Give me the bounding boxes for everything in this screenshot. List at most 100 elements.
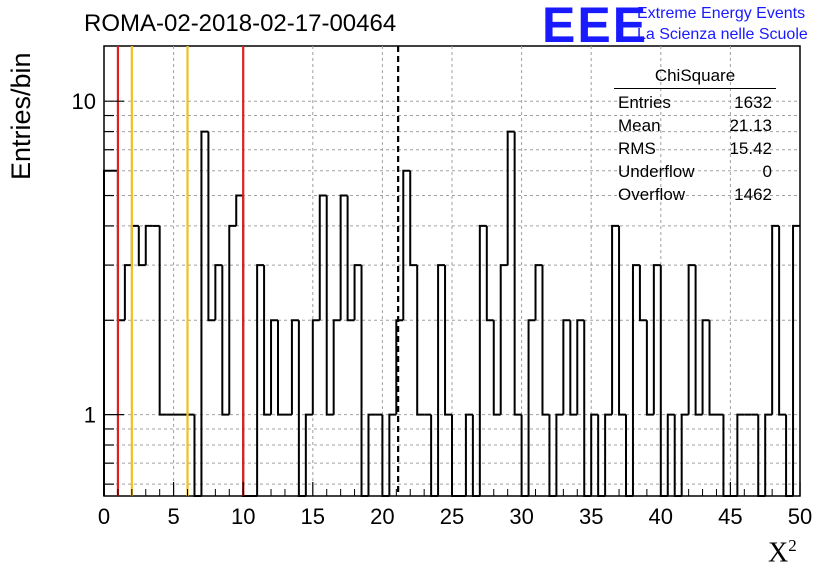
histogram-bar bbox=[618, 225, 626, 416]
histogram-bar bbox=[722, 414, 731, 497]
histogram-bar bbox=[346, 195, 355, 322]
histogram-bar bbox=[778, 225, 787, 416]
stats-label: Overflow bbox=[618, 185, 686, 204]
stats-label: Mean bbox=[618, 116, 661, 135]
stats-row-overflow: Overflow 1462 bbox=[614, 183, 776, 206]
histogram-bar bbox=[590, 413, 599, 496]
histogram-bar bbox=[562, 319, 571, 415]
histogram-bar bbox=[123, 264, 132, 321]
histogram-bar bbox=[207, 131, 216, 322]
histogram-bar bbox=[701, 319, 710, 415]
x-tick-label: 15 bbox=[301, 504, 325, 529]
histogram-bar bbox=[395, 319, 404, 415]
histogram-bar bbox=[388, 413, 397, 496]
histogram-bar bbox=[499, 264, 508, 415]
histogram-bar bbox=[583, 320, 592, 497]
histogram-bar bbox=[506, 130, 515, 266]
histogram-bar bbox=[687, 264, 696, 415]
stats-row-mean: Mean 21.13 bbox=[614, 114, 776, 137]
histogram-bar bbox=[437, 264, 446, 496]
x-tick-label: 25 bbox=[440, 504, 464, 529]
histogram-bar bbox=[541, 265, 550, 416]
histogram-bar bbox=[416, 265, 425, 416]
x-tick-label: 50 bbox=[788, 504, 812, 529]
logo-line-1: Extreme Energy Events bbox=[637, 5, 806, 22]
histogram-bar bbox=[221, 265, 230, 416]
axes: 0 5 10 15 20 25 30 35 40 45 50 1 10 bbox=[72, 89, 813, 529]
marker-lines bbox=[116, 46, 400, 496]
stats-value: 0 bbox=[762, 162, 772, 181]
histogram-bar bbox=[214, 264, 223, 321]
histogram-bar bbox=[666, 413, 675, 496]
x-tick-label: 40 bbox=[649, 504, 673, 529]
histogram-bar bbox=[625, 414, 633, 497]
histogram-bar bbox=[409, 170, 418, 267]
histogram-bar bbox=[569, 320, 578, 416]
y-tick-label: 1 bbox=[84, 403, 96, 428]
histogram-bar bbox=[764, 413, 773, 496]
histogram-bar bbox=[353, 264, 362, 321]
histogram-bar bbox=[311, 319, 320, 415]
histogram-bar bbox=[158, 225, 167, 416]
histogram-bar bbox=[555, 413, 564, 496]
stats-label: RMS bbox=[618, 139, 656, 158]
stats-header: ChiSquare bbox=[614, 66, 776, 89]
histogram-bar bbox=[708, 320, 717, 416]
stats-value: 21.13 bbox=[729, 116, 772, 135]
histogram-bar bbox=[478, 224, 487, 496]
histogram-bar bbox=[597, 414, 606, 497]
x-axis-label: X2 bbox=[768, 536, 797, 569]
histogram-bar bbox=[325, 195, 334, 416]
histogram-bar bbox=[332, 319, 341, 415]
histogram-bar bbox=[534, 264, 543, 321]
x-tick-label: 30 bbox=[509, 504, 533, 529]
histogram-bar bbox=[339, 194, 348, 321]
histogram-bar bbox=[527, 319, 536, 496]
histogram-bar bbox=[360, 265, 369, 497]
histogram-bar bbox=[638, 265, 647, 322]
y-tick-label: 10 bbox=[72, 89, 96, 114]
stats-value: 15.42 bbox=[729, 139, 772, 158]
x-tick-label: 10 bbox=[231, 504, 255, 529]
chart-title: ROMA-02-2018-02-17-00464 bbox=[84, 10, 397, 37]
histogram-bar bbox=[611, 224, 620, 415]
histogram-bar bbox=[471, 414, 480, 497]
histogram-bar bbox=[290, 319, 299, 415]
histogram-bar bbox=[402, 169, 411, 321]
histogram-bar bbox=[228, 224, 237, 415]
x-axis-label-base: X bbox=[768, 537, 789, 569]
histogram-bar bbox=[631, 264, 640, 496]
stats-row-underflow: Underflow 0 bbox=[614, 160, 776, 183]
histogram-bar bbox=[304, 413, 313, 496]
histogram-bar bbox=[144, 224, 153, 266]
stats-box: ChiSquare Entries 1632 Mean 21.13 RMS 15.42… bbox=[614, 66, 776, 206]
histogram-bar bbox=[771, 224, 780, 415]
histogram-bar bbox=[235, 194, 244, 226]
x-axis-label-sup: 2 bbox=[788, 536, 797, 555]
histogram-bar bbox=[576, 319, 585, 415]
histogram-bar bbox=[680, 413, 689, 496]
stats-row-entries: Entries 1632 bbox=[614, 91, 776, 114]
histogram-bar bbox=[277, 320, 285, 416]
y-axis-label: Entries/bin bbox=[6, 52, 36, 180]
histogram-bar bbox=[367, 413, 376, 496]
x-tick-label: 5 bbox=[167, 504, 179, 529]
stats-value: 1462 bbox=[734, 185, 772, 204]
histogram-bar bbox=[492, 320, 501, 416]
histogram-bar bbox=[193, 414, 202, 497]
histogram-bar bbox=[200, 130, 209, 496]
histogram-bar bbox=[263, 265, 272, 416]
histogram-bar bbox=[694, 265, 703, 416]
x-tick-label: 35 bbox=[579, 504, 603, 529]
histogram-bar bbox=[736, 413, 745, 496]
histogram-bar bbox=[430, 414, 439, 497]
histogram-bar bbox=[513, 131, 522, 416]
stats-label: Entries bbox=[618, 93, 671, 112]
histogram-bar bbox=[604, 413, 613, 496]
x-tick-label: 0 bbox=[98, 504, 110, 529]
stats-value: 1632 bbox=[734, 93, 772, 112]
histogram-bar bbox=[464, 413, 473, 496]
histogram-bar bbox=[792, 224, 800, 496]
x-tick-label: 20 bbox=[370, 504, 394, 529]
